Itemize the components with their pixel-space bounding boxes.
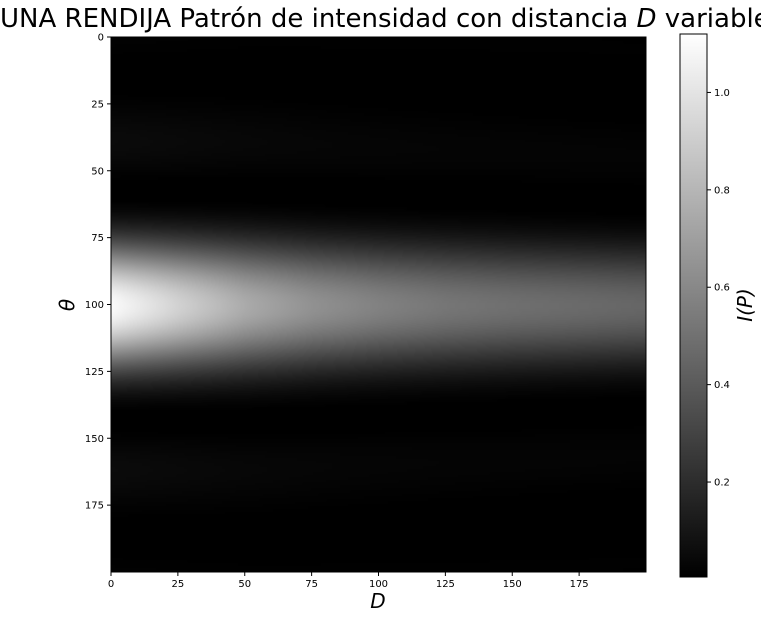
colorbar-tick-label: 0.6 [714,283,730,294]
x-tick-label: 75 [305,579,318,590]
chart-title-suffix: variable [656,4,761,34]
chart-title-variable: D [636,4,657,34]
y-tick-label: 125 [85,367,104,378]
y-axis-label: θ [55,299,79,311]
y-tick-label: 150 [85,434,104,445]
heatmap-plot-area [110,36,647,573]
x-tick-label: 125 [436,579,455,590]
x-tick-label: 100 [369,579,388,590]
colorbar-label: I(P) [733,288,757,322]
heatmap-image [111,37,646,572]
y-tick-label: 50 [91,166,104,177]
colorbar: 0.2 0.4 0.6 0.8 1.0 [679,33,730,578]
x-tick-label: 25 [172,579,185,590]
y-tick-label: 0 [98,33,104,44]
x-tick-label: 150 [503,579,522,590]
y-tick-label: 75 [91,233,104,244]
colorbar-tick-label: 0.2 [714,478,730,489]
colorbar-tick-label: 0.8 [714,185,730,196]
x-tick-label: 50 [238,579,251,590]
y-tick-label: 25 [91,99,104,110]
x-tick-label: 0 [108,579,114,590]
x-axis-label: D [370,589,385,613]
chart-title-prefix: UNA RENDIJA Patrón de intensidad con dis… [0,4,637,34]
chart-title: UNA RENDIJA Patrón de intensidad con dis… [0,4,761,34]
colorbar-tick-label: 0.4 [714,380,730,391]
y-tick-label: 100 [85,300,104,311]
colorbar-tick-label: 1.0 [714,88,730,99]
y-tick-label: 175 [85,501,104,512]
x-axis: 0 25 50 75 100 125 150 175 [108,572,589,590]
colorbar-gradient [679,33,708,578]
y-axis: 0 25 50 75 100 125 150 175 [85,33,111,512]
x-tick-label: 175 [570,579,589,590]
